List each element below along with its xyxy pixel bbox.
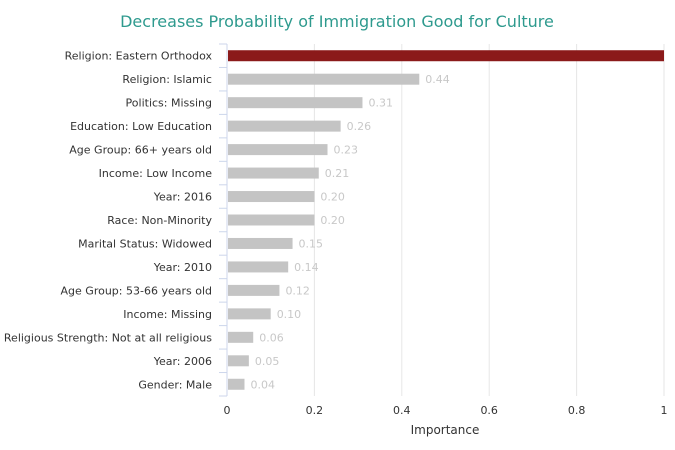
bar [228, 237, 293, 249]
category-label: Income: Missing [123, 308, 212, 321]
x-tick-label: 1 [661, 404, 668, 417]
category-label: Income: Low Income [99, 167, 213, 180]
x-tick-label: 0.6 [480, 404, 498, 417]
chart-title: Decreases Probability of Immigration Goo… [120, 12, 554, 31]
category-label: Gender: Male [138, 378, 212, 391]
value-label: 0.20 [320, 214, 345, 227]
value-label: 0.14 [294, 261, 319, 274]
category-label: Year: 2006 [153, 355, 212, 368]
category-label: Religious Strength: Not at all religious [4, 331, 212, 344]
value-label: 0.20 [320, 191, 345, 204]
value-label: 0.21 [325, 167, 350, 180]
category-label: Age Group: 66+ years old [69, 144, 212, 157]
grid-lines [219, 43, 665, 397]
category-label: Politics: Missing [126, 97, 212, 110]
bar [228, 97, 363, 109]
bar [228, 167, 319, 179]
category-label: Education: Low Education [70, 120, 212, 133]
value-labels: 0.44 0.31 0.26 0.23 0.21 0.20 0.20 0.15 0.14 0.12… [250, 73, 449, 391]
bar [228, 378, 245, 390]
category-label: Race: Non-Minority [107, 214, 212, 227]
category-label: Year: 2016 [153, 191, 212, 204]
category-label: Age Group: 53-66 years old [61, 284, 212, 297]
value-label: 0.15 [299, 237, 324, 250]
value-label: 0.06 [259, 331, 284, 344]
category-label: Religion: Islamic [122, 73, 212, 86]
bar [228, 120, 341, 132]
x-tick-label: 0.8 [568, 404, 586, 417]
bar [228, 308, 271, 320]
x-tick-label: 0 [224, 404, 231, 417]
value-label: 0.44 [425, 73, 450, 86]
bar [228, 191, 315, 203]
value-label: 0.05 [255, 355, 280, 368]
category-label: Marital Status: Widowed [78, 237, 212, 250]
category-label: Religion: Eastern Orthodox [65, 50, 213, 63]
bar [228, 331, 254, 343]
value-label: 0.10 [277, 308, 302, 321]
value-label: 0.12 [285, 284, 310, 297]
bar [228, 284, 280, 296]
x-tick-label: 0.4 [393, 404, 411, 417]
bar [228, 355, 249, 367]
x-tick-labels: 0 0.2 0.4 0.6 0.8 1 [224, 404, 668, 417]
x-tick-label: 0.2 [306, 404, 324, 417]
value-label: 0.26 [347, 120, 372, 133]
value-label: 0.04 [250, 378, 274, 391]
value-label: 0.31 [368, 97, 393, 110]
bar [228, 261, 289, 273]
bar [228, 73, 420, 85]
x-axis-title: Importance [411, 423, 480, 437]
bar [228, 214, 315, 226]
bar [228, 50, 664, 62]
bar [228, 144, 328, 156]
category-label: Year: 2010 [153, 261, 212, 274]
category-labels: Religion: Eastern Orthodox Religion: Isla… [4, 50, 213, 392]
bars [228, 50, 664, 390]
value-label: 0.23 [334, 144, 359, 157]
